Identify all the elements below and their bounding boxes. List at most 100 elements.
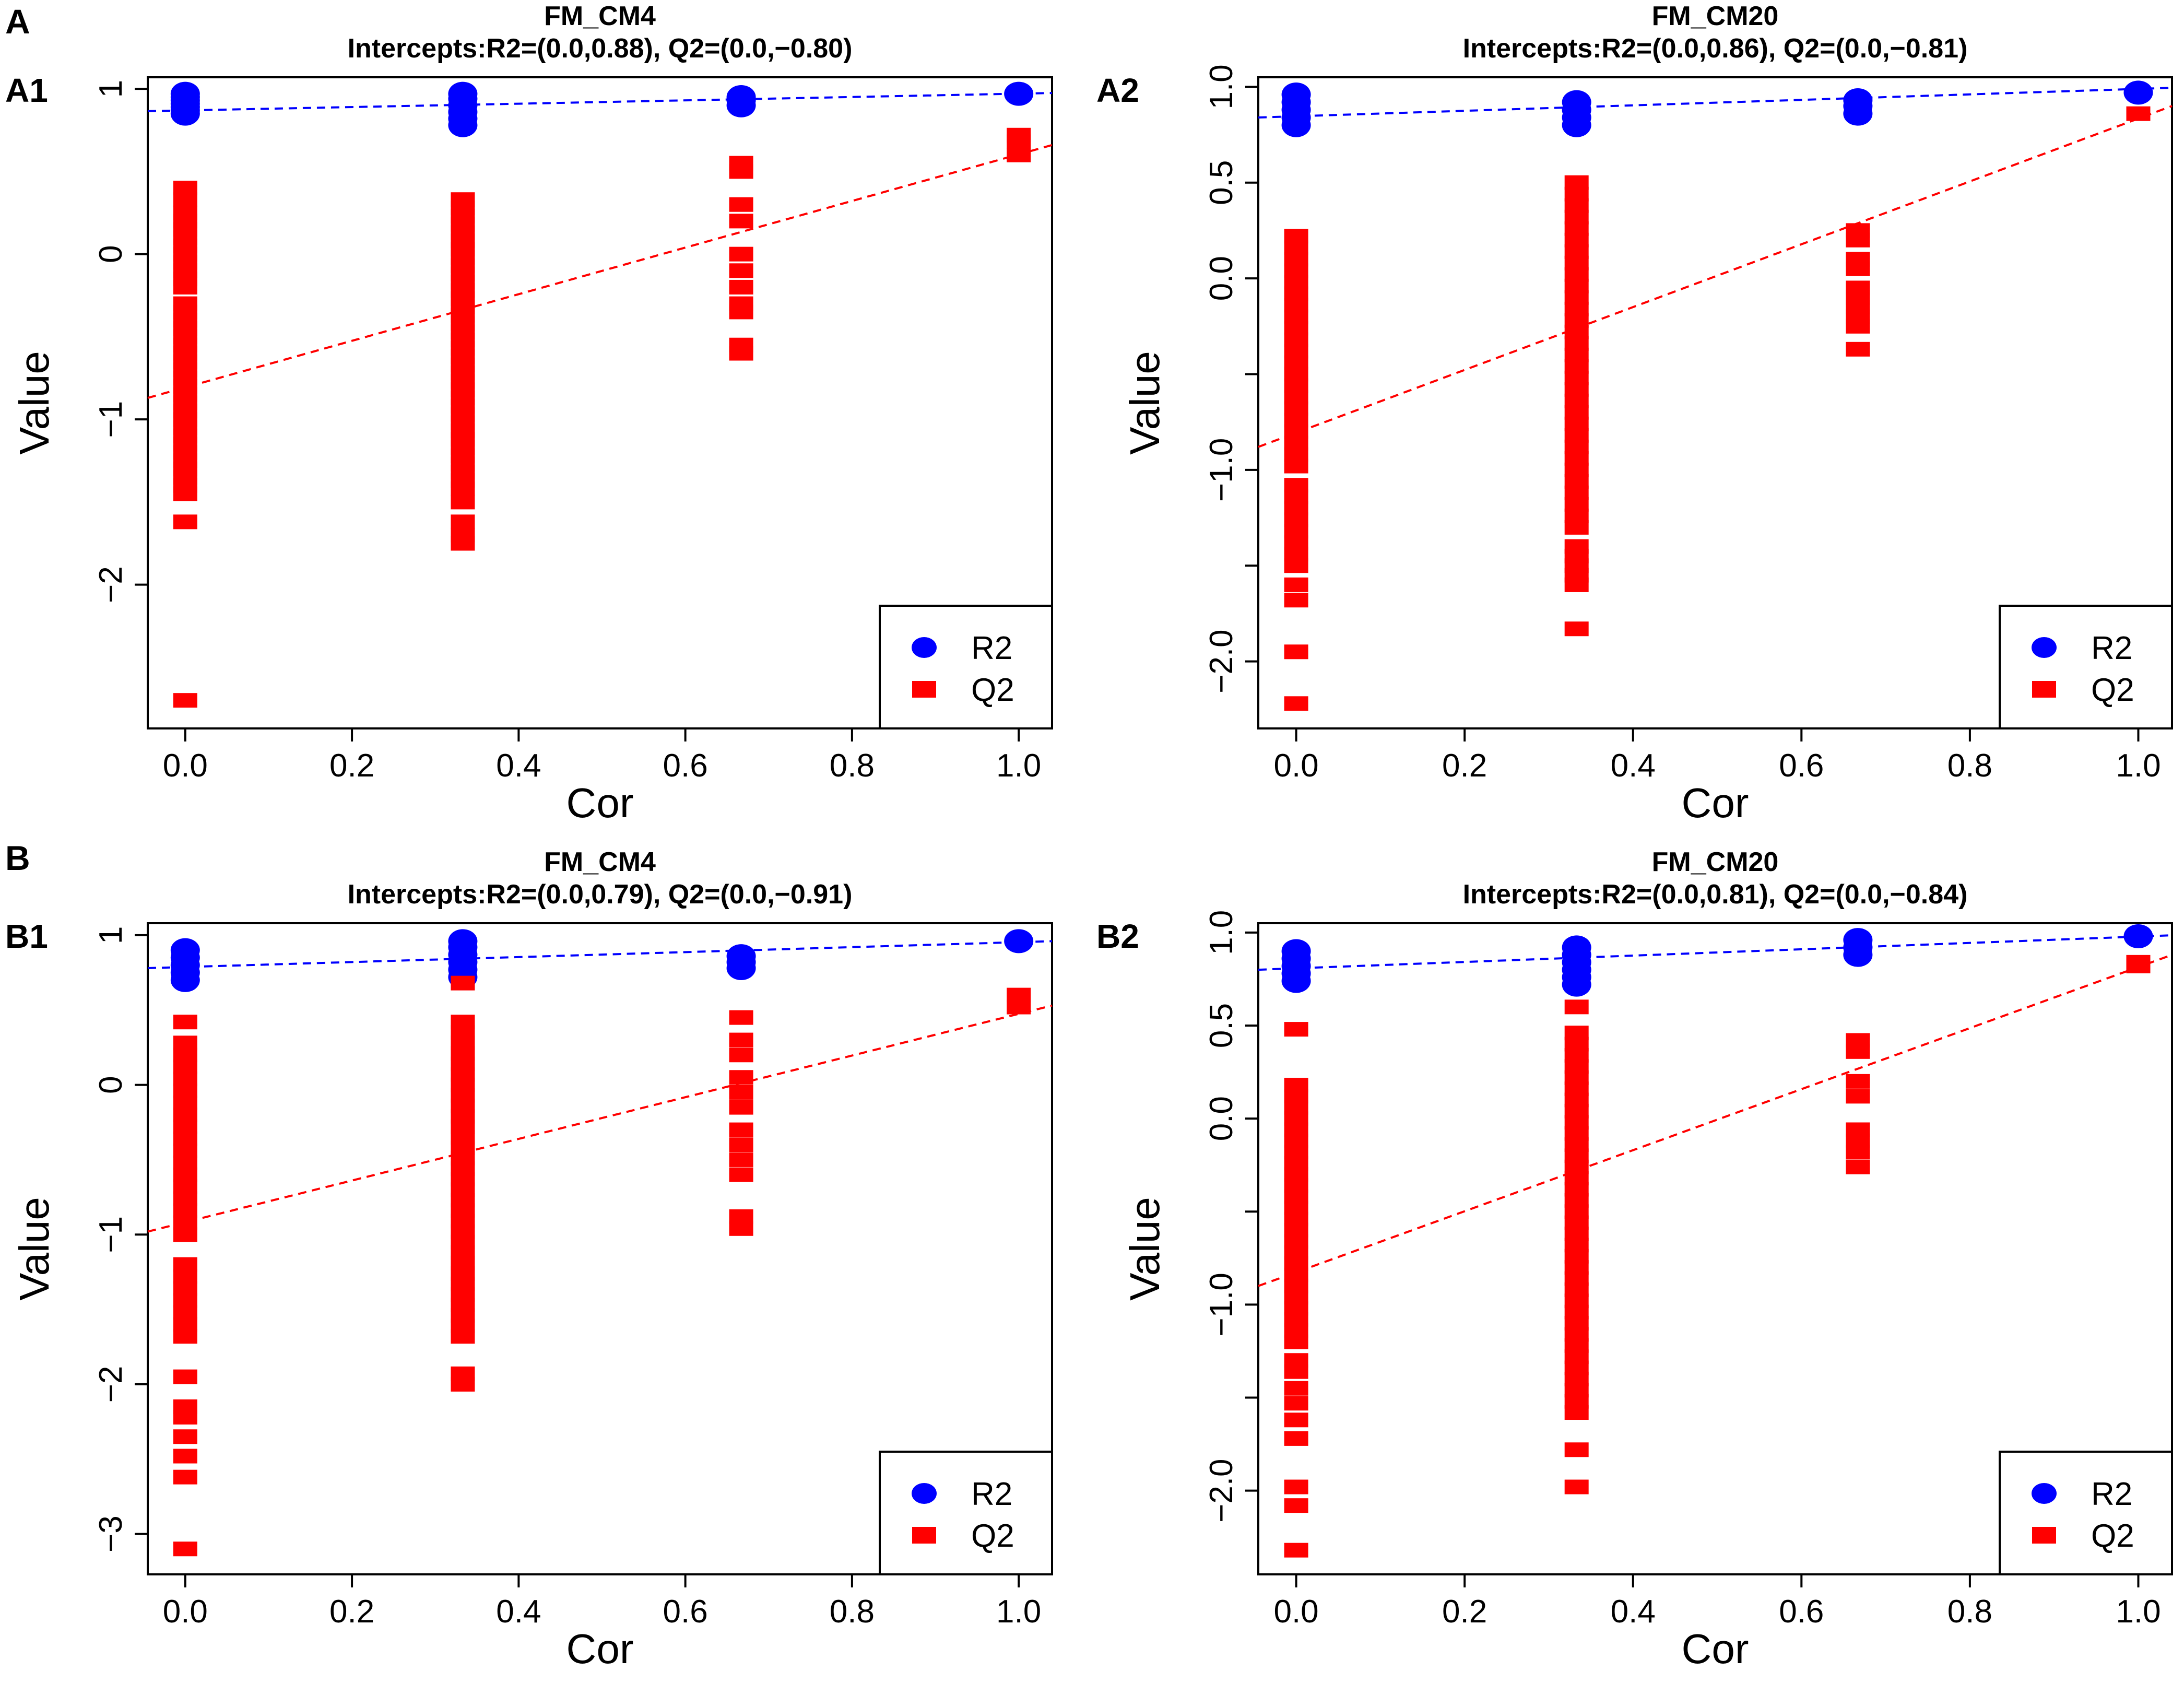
ch1-xtick-label: 0.6 (1779, 748, 1824, 784)
ch3-point-r2 (1281, 939, 1311, 963)
ch2-point-q2 (729, 1221, 753, 1236)
ch2-ylabel: Value (11, 1197, 57, 1301)
section-label-a: A (5, 2, 30, 41)
ch0-point-q2 (1007, 134, 1031, 149)
ch2-ytick-label: −1 (93, 1216, 129, 1253)
ch0-panel-label: A1 (5, 72, 48, 109)
ch3-xtick-label: 0.2 (1442, 1594, 1487, 1630)
ch1-xtick-label: 0.4 (1611, 748, 1656, 784)
ch1-point-r2 (1281, 83, 1311, 107)
ch1-ytick-label: 0.0 (1203, 256, 1239, 301)
ch2-xtick-label: 0.4 (496, 1594, 541, 1630)
ch0-ytick-label: −1 (93, 401, 129, 438)
ch3-title: FM_CM20 (1652, 847, 1779, 877)
ch2-point-q2 (173, 1015, 197, 1030)
ch0-xtick-label: 0.6 (663, 748, 708, 784)
ch1-xtick-label: 0.8 (1947, 748, 1992, 784)
ch0-point-r2 (448, 81, 478, 106)
ch3-point-q2 (1284, 1543, 1308, 1558)
ch3-xtick-label: 0.8 (1947, 1594, 1992, 1630)
ch2-point-q2 (173, 1429, 197, 1444)
ch1-point-q2 (1284, 577, 1308, 592)
ch0-xtick-label: 0.0 (163, 748, 208, 784)
ch0-legend-q2-marker (912, 681, 936, 698)
ch1-ytick-label: 0.5 (1203, 160, 1239, 205)
ch1-ytick-label: −2.0 (1203, 629, 1239, 693)
ch0-trend-r2 (147, 92, 1053, 112)
ch2-point-q2 (729, 1100, 753, 1115)
ch1-point-q2 (1284, 696, 1308, 711)
ch2-legend-r2-marker (912, 1483, 937, 1504)
ch0-xtick-label: 0.8 (830, 748, 875, 784)
ch2-point-q2 (729, 1137, 753, 1152)
ch2-point-q2 (729, 1047, 753, 1063)
ch2-point-q2 (173, 1227, 197, 1242)
ch2-point-r2 (170, 938, 200, 962)
ch0-point-q2 (451, 481, 475, 497)
ch0-point-q2 (729, 304, 753, 320)
ch2-point-q2 (173, 1410, 197, 1425)
ch3-xtick-label: 0.0 (1273, 1594, 1318, 1630)
ch3-point-q2 (1284, 1022, 1308, 1037)
ch0-point-q2 (173, 514, 197, 529)
ch0-point-r2 (726, 85, 756, 109)
ch0-point-q2 (173, 693, 197, 708)
ch3-point-q2 (1846, 1074, 1870, 1089)
section-label-b: B (5, 839, 30, 877)
ch0-legend-box (879, 605, 1053, 729)
ch2-xtick-label: 0.6 (663, 1594, 708, 1630)
ch3-point-q2 (1846, 1089, 1870, 1104)
ch0-point-r2 (170, 81, 200, 106)
ch1-legend-label: Q2 (2091, 672, 2134, 708)
ch2-point-r2 (1004, 929, 1034, 954)
ch3-trend-r2 (1258, 934, 2173, 971)
ch2-ytick-label: −2 (93, 1366, 129, 1403)
ch2-point-q2 (173, 1469, 197, 1485)
ch3-xtick-label: 1.0 (2116, 1594, 2161, 1630)
ch0-point-q2 (729, 164, 753, 179)
ch3-point-q2 (1846, 1159, 1870, 1174)
ch2-ytick-label: 1 (93, 926, 129, 944)
ch3-xtick-label: 0.4 (1611, 1594, 1656, 1630)
ch1-point-q2 (1846, 319, 1870, 334)
ch1-point-q2 (1284, 458, 1308, 474)
ch3-legend-q2-marker (2032, 1527, 2056, 1544)
ch3-legend-box (1999, 1451, 2173, 1575)
ch2-point-q2 (729, 1152, 753, 1167)
ch2-point-q2 (729, 1010, 753, 1025)
ch0-ytick-label: 1 (93, 80, 129, 98)
ch1-xtick-label: 1.0 (2116, 748, 2161, 784)
ch0-legend-label: Q2 (971, 672, 1014, 708)
ch2-xlabel: Cor (566, 1626, 634, 1672)
ch1-ytick-label: −1.0 (1203, 438, 1239, 502)
ch0-title: FM_CM4 (544, 1, 656, 31)
ch2-subtitle: Intercepts:R2=(0.0,0.79), Q2=(0.0,−0.91) (348, 879, 853, 910)
ch0-point-q2 (451, 514, 475, 529)
ch2-legend-box (879, 1451, 1053, 1575)
ch0-point-q2 (173, 279, 197, 295)
ch1-point-q2 (1846, 261, 1870, 276)
ch1-ylabel: Value (1121, 351, 1168, 455)
ch0-point-q2 (729, 214, 753, 229)
ch2-trend-r2 (147, 940, 1053, 969)
ch2-plot-frame (147, 922, 1053, 1575)
ch1-point-q2 (1284, 644, 1308, 660)
ch0-trend-q2 (147, 144, 1053, 399)
ch3-point-q2 (1564, 1405, 1589, 1420)
ch1-legend-r2-marker (2032, 637, 2057, 658)
ch2-xtick-label: 0.0 (163, 1594, 208, 1630)
ch2-point-r2 (448, 929, 478, 954)
ch1-point-q2 (1564, 621, 1589, 637)
ch1-point-q2 (1564, 577, 1589, 592)
ch1-point-q2 (1564, 520, 1589, 535)
ch3-point-q2 (1846, 1044, 1870, 1059)
ch1-plot-frame (1257, 76, 2173, 729)
ch3-legend-label: Q2 (2091, 1518, 2134, 1554)
ch3-point-q2 (1284, 1334, 1308, 1349)
ch2-ytick-label: 0 (93, 1076, 129, 1093)
ch0-point-q2 (451, 495, 475, 510)
ch1-legend-label: R2 (2091, 630, 2132, 666)
ch0-ylabel: Value (11, 351, 57, 455)
